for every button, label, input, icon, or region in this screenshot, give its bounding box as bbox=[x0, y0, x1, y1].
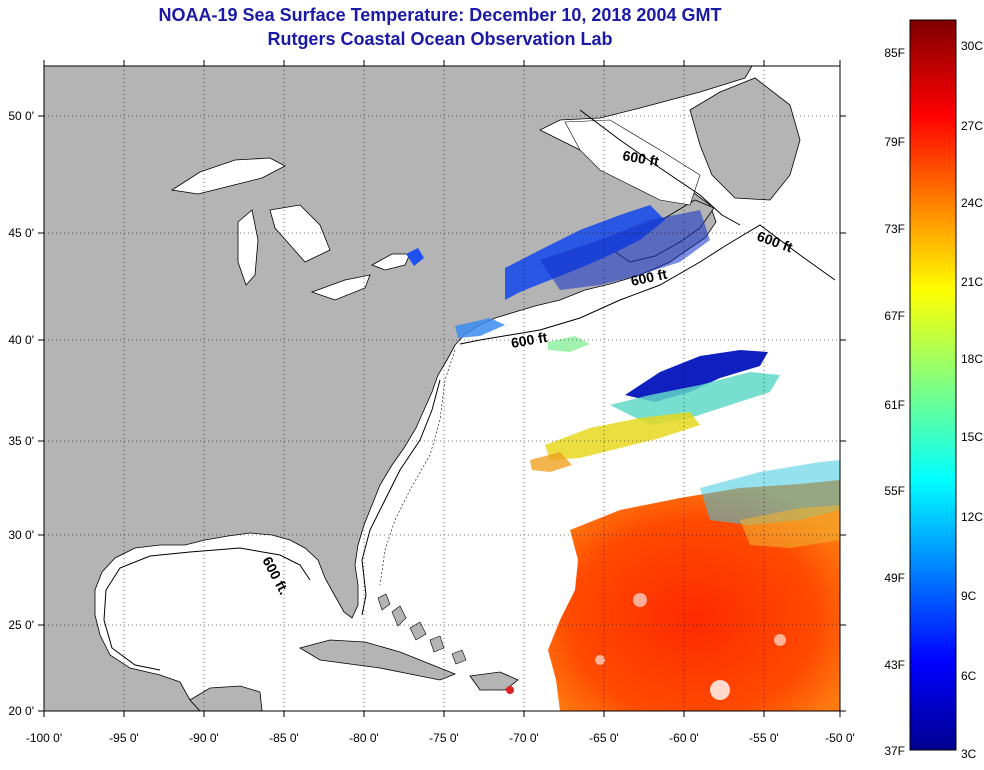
sst-orange-patch bbox=[530, 452, 572, 472]
latitude-label: 20 0' bbox=[8, 704, 34, 718]
longitude-label: -95 0' bbox=[109, 731, 139, 745]
latitude-label: 45 0' bbox=[8, 226, 34, 240]
sst-orange-edge bbox=[740, 505, 840, 548]
longitude-label: -60 0' bbox=[669, 731, 699, 745]
longitude-labels: -100 0' -95 0' -90 0' -85 0' -80 0' -75 0' -70… bbox=[26, 731, 855, 745]
latitude-label: 35 0' bbox=[8, 434, 34, 448]
longitude-label: -100 0' bbox=[26, 731, 62, 745]
sst-data bbox=[406, 205, 840, 711]
colorbar-c-label: 27C bbox=[961, 119, 983, 133]
sst-gap bbox=[774, 634, 786, 646]
colorbar-c-label: 15C bbox=[961, 430, 983, 444]
sst-gap bbox=[595, 655, 605, 665]
colorbar-f-label: 37F bbox=[884, 744, 905, 758]
isobath-label: 600 ft bbox=[629, 266, 668, 289]
colorbar-f-label: 79F bbox=[884, 135, 905, 149]
axis-ticks bbox=[38, 60, 846, 717]
colorbar-c-label: 6C bbox=[961, 669, 977, 683]
longitude-label: -85 0' bbox=[269, 731, 299, 745]
latitude-labels: 50 0' 45 0' 40 0' 35 0' 30 0' 25 0' 20 0' bbox=[8, 109, 34, 718]
map-frame bbox=[43, 65, 841, 712]
colorbar-f-label: 49F bbox=[884, 571, 905, 585]
gulf-st-lawrence bbox=[564, 119, 701, 206]
colorbar-c-label: 21C bbox=[961, 275, 983, 289]
map-title: NOAA-19 Sea Surface Temperature: Decembe… bbox=[158, 5, 722, 25]
longitude-label: -50 0' bbox=[825, 731, 855, 745]
colorbar-f-label: 61F bbox=[884, 398, 905, 412]
great-lakes bbox=[170, 157, 411, 301]
graticule bbox=[44, 66, 840, 711]
colorbar bbox=[909, 19, 957, 751]
colorbar-c-label: 18C bbox=[961, 352, 983, 366]
longitude-label: -65 0' bbox=[589, 731, 619, 745]
latitude-label: 50 0' bbox=[8, 109, 34, 123]
colorbar-c-label: 30C bbox=[961, 39, 983, 53]
sst-lake-patch bbox=[406, 248, 424, 266]
sst-shelf-patch bbox=[548, 336, 590, 352]
sst-scotian-shelf bbox=[540, 210, 710, 290]
colorbar-f-label: 67F bbox=[884, 309, 905, 323]
longitude-label: -90 0' bbox=[189, 731, 219, 745]
colorbar-fahrenheit-labels: 85F 79F 73F 67F 61F 55F 49F 43F 37F bbox=[884, 46, 905, 758]
colorbar-f-label: 55F bbox=[884, 484, 905, 498]
latitude-label: 40 0' bbox=[8, 333, 34, 347]
isobath-label: 600 ft bbox=[621, 147, 660, 169]
longitude-label: -70 0' bbox=[509, 731, 539, 745]
colorbar-c-label: 24C bbox=[961, 196, 983, 210]
longitude-label: -80 0' bbox=[349, 731, 379, 745]
colorbar-f-label: 43F bbox=[884, 658, 905, 672]
sst-ny-bight bbox=[455, 318, 505, 338]
latitude-label: 25 0' bbox=[8, 618, 34, 632]
latitude-label: 30 0' bbox=[8, 528, 34, 542]
sst-cool-band bbox=[610, 372, 780, 425]
colorbar-c-label: 3C bbox=[961, 747, 977, 761]
colorbar-f-label: 73F bbox=[884, 222, 905, 236]
longitude-label: -55 0' bbox=[749, 731, 779, 745]
shelf-edge-dotted bbox=[379, 349, 456, 586]
isobath-label: 600 ft bbox=[510, 329, 549, 351]
colorbar-f-label: 85F bbox=[884, 46, 905, 60]
isobath-600ft bbox=[103, 109, 836, 671]
bahamas-islands bbox=[377, 593, 467, 665]
sst-red-dot bbox=[506, 686, 514, 694]
sst-gap bbox=[633, 593, 647, 607]
longitude-label: -75 0' bbox=[429, 731, 459, 745]
colorbar-c-label: 12C bbox=[961, 510, 983, 524]
colorbar-c-label: 9C bbox=[961, 589, 977, 603]
sst-gap bbox=[710, 680, 730, 700]
colorbar-celsius-labels: 30C 27C 24C 21C 18C 15C 12C 9C 6C 3C bbox=[961, 39, 983, 761]
map-subtitle: Rutgers Coastal Ocean Observation Lab bbox=[267, 29, 613, 49]
sst-yellow-band bbox=[545, 412, 700, 460]
sst-cold-band bbox=[625, 350, 768, 402]
